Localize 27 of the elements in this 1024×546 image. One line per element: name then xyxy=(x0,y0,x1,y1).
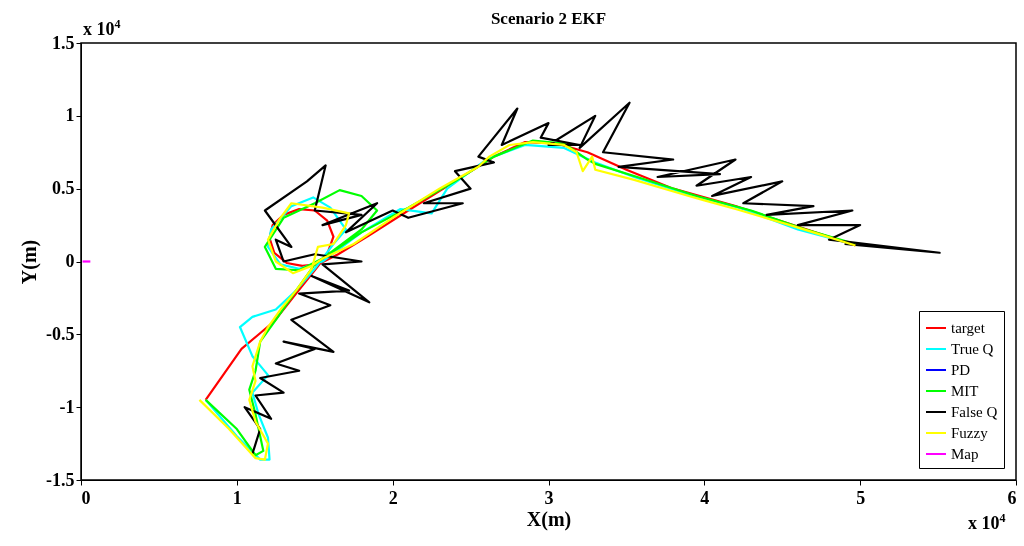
legend-label: PD xyxy=(951,362,971,378)
line-series xyxy=(243,101,941,455)
x-tick-label: 4 xyxy=(700,487,710,508)
x-tick-label: 3 xyxy=(544,487,554,508)
x-tick-label: 1 xyxy=(232,487,242,508)
y-tick-label: 0.5 xyxy=(52,178,75,199)
y-axis-title: Y(m) xyxy=(18,239,42,285)
legend-label: Map xyxy=(951,446,979,462)
x-tick-label: 5 xyxy=(856,487,866,508)
x-tick-label: 6 xyxy=(1007,487,1017,508)
y-tick-label: -0.5 xyxy=(46,323,75,344)
legend-label: Fuzzy xyxy=(951,425,989,441)
chart-title: Scenario 2 EKF xyxy=(490,9,607,28)
x-tick-label: 0 xyxy=(81,487,91,508)
y-tick-label: 1 xyxy=(65,105,75,126)
y-tick-label: -1.5 xyxy=(46,469,75,490)
x-axis-title: X(m) xyxy=(526,507,572,531)
text: x 10$^{4}$ xyxy=(83,17,121,40)
text: x 10$^{4}$ xyxy=(968,511,1006,534)
legend-label: False Q xyxy=(951,404,998,420)
legend-label: target xyxy=(951,320,986,336)
y-tick-label: 1.5 xyxy=(52,32,75,53)
legend-label: True Q xyxy=(951,341,994,357)
legend-label: MIT xyxy=(951,383,979,399)
y-tick-label: 0 xyxy=(65,251,75,271)
x-tick-label: 2 xyxy=(388,487,398,508)
y-tick-label: -1 xyxy=(59,396,75,417)
